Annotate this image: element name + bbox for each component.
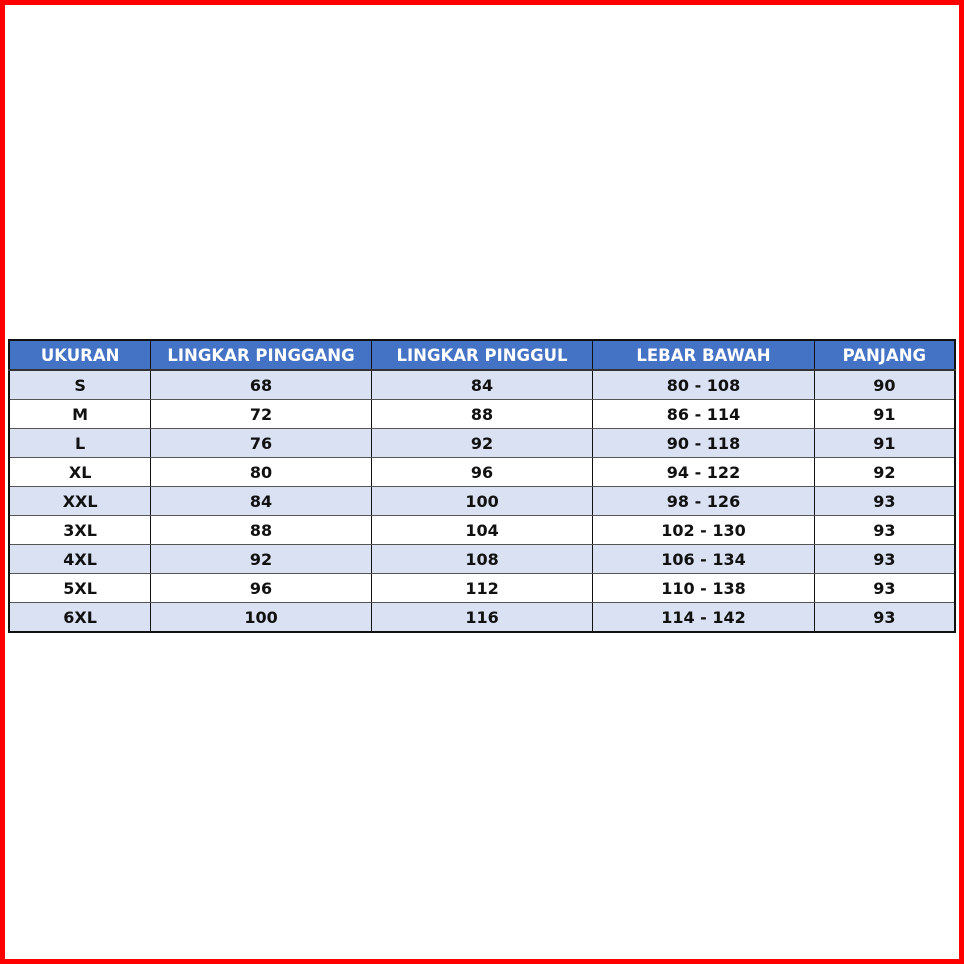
table-cell: 93 <box>813 602 955 633</box>
column-header: LINGKAR PINGGUL <box>370 340 593 371</box>
table-cell: 91 <box>813 399 955 429</box>
table-cell: 98 - 126 <box>592 486 815 516</box>
table-cell: 4XL <box>8 544 151 574</box>
table-row: M 72 88 86 - 114 91 <box>8 399 955 429</box>
table-cell: 110 - 138 <box>592 573 815 603</box>
size-chart-table: UKURAN LINGKAR PINGGANG LINGKAR PINGGUL LEB… <box>8 339 956 633</box>
table-cell: 91 <box>813 428 955 458</box>
table-cell: 92 <box>150 544 372 574</box>
table-cell: 96 <box>370 457 593 487</box>
table-cell: 108 <box>370 544 593 574</box>
table-cell: 3XL <box>8 515 151 545</box>
table-cell: 72 <box>150 399 372 429</box>
table-row: 5XL 96 112 110 - 138 93 <box>8 573 955 603</box>
table-row: XXL 84 100 98 - 126 93 <box>8 486 955 516</box>
table-cell: 96 <box>150 573 372 603</box>
table-cell: S <box>8 370 151 400</box>
table-cell: 84 <box>370 370 593 400</box>
table-cell: 68 <box>150 370 372 400</box>
column-header: UKURAN <box>8 340 151 371</box>
table-cell: 100 <box>150 602 372 633</box>
table-cell: XL <box>8 457 151 487</box>
table-cell: 90 <box>813 370 955 400</box>
column-header: LINGKAR PINGGANG <box>150 340 372 371</box>
table-cell: 93 <box>813 515 955 545</box>
table-cell: 76 <box>150 428 372 458</box>
table-cell: 94 - 122 <box>592 457 815 487</box>
table-row: 6XL 100 116 114 - 142 93 <box>8 602 955 633</box>
table-cell: 90 - 118 <box>592 428 815 458</box>
table-row: 4XL 92 108 106 - 134 93 <box>8 544 955 574</box>
table-cell: L <box>8 428 151 458</box>
table-row: XL 80 96 94 - 122 92 <box>8 457 955 487</box>
table-cell: M <box>8 399 151 429</box>
column-header: LEBAR BAWAH <box>592 340 815 371</box>
table-cell: 106 - 134 <box>592 544 815 574</box>
table-cell: 114 - 142 <box>592 602 815 633</box>
table-cell: 93 <box>813 573 955 603</box>
table-cell: 84 <box>150 486 372 516</box>
table-cell: 88 <box>150 515 372 545</box>
table-cell: 88 <box>370 399 593 429</box>
table-cell: 86 - 114 <box>592 399 815 429</box>
table-cell: 5XL <box>8 573 151 603</box>
table-cell: 102 - 130 <box>592 515 815 545</box>
table-cell: 93 <box>813 544 955 574</box>
table-row: L 76 92 90 - 118 91 <box>8 428 955 458</box>
table-cell: 93 <box>813 486 955 516</box>
table-cell: 92 <box>813 457 955 487</box>
table-row: S 68 84 80 - 108 90 <box>8 370 955 400</box>
table-cell: 100 <box>370 486 593 516</box>
table-cell: 80 - 108 <box>592 370 815 400</box>
table-cell: 80 <box>150 457 372 487</box>
table-cell: 6XL <box>8 602 151 633</box>
table-cell: 116 <box>370 602 593 633</box>
table-cell: 112 <box>370 573 593 603</box>
table-cell: XXL <box>8 486 151 516</box>
table-cell: 104 <box>370 515 593 545</box>
table-row: 3XL 88 104 102 - 130 93 <box>8 515 955 545</box>
table-cell: 92 <box>370 428 593 458</box>
header-row: UKURAN LINGKAR PINGGANG LINGKAR PINGGUL LEB… <box>8 340 955 371</box>
column-header: PANJANG <box>813 340 955 371</box>
